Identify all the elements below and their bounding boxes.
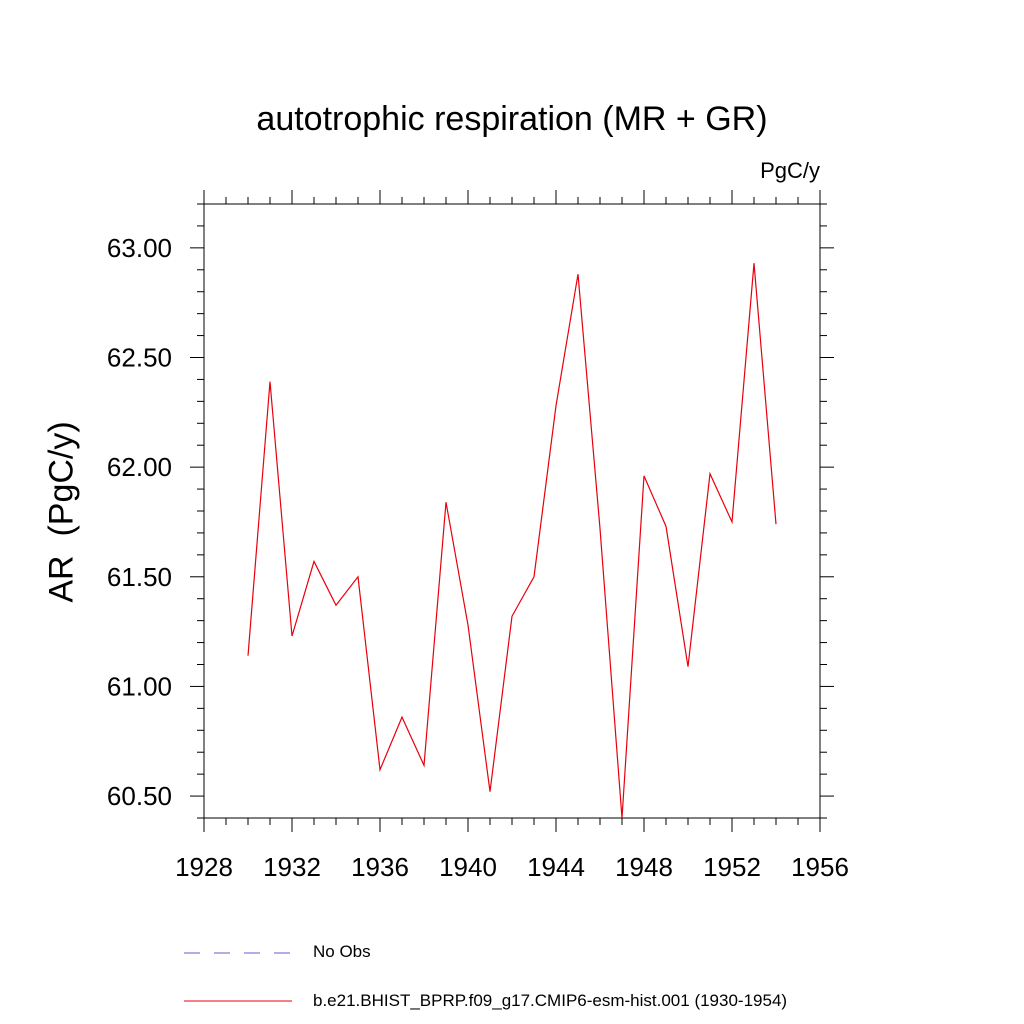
data-point — [422, 763, 427, 768]
legend-label-model: b.e21.BHIST_BPRP.f09_g17.CMIP6-esm-hist.… — [313, 991, 788, 1010]
data-point — [576, 272, 581, 277]
data-point — [532, 574, 537, 579]
data-point — [378, 767, 383, 772]
x-tick-label: 1940 — [439, 852, 497, 882]
series-line-model — [247, 263, 777, 819]
data-point — [312, 559, 317, 564]
data-point — [246, 653, 251, 658]
data-point — [598, 526, 603, 531]
y-tick-label: 62.50 — [107, 343, 172, 373]
data-point — [752, 261, 757, 266]
data-point — [466, 623, 471, 628]
data-point — [488, 789, 493, 794]
x-tick-label: 1932 — [263, 852, 321, 882]
data-point — [642, 473, 647, 478]
data-point — [510, 614, 515, 619]
y-tick-label: 62.00 — [107, 452, 172, 482]
data-point — [400, 715, 405, 720]
data-point — [444, 500, 449, 505]
y-tick-label: 61.50 — [107, 562, 172, 592]
x-tick-label: 1956 — [791, 852, 849, 882]
data-point — [268, 379, 273, 384]
data-point — [620, 816, 625, 821]
data-point — [356, 574, 361, 579]
legend — [184, 952, 292, 1002]
units-label: PgC/y — [760, 158, 820, 183]
x-tick-label: 1948 — [615, 852, 673, 882]
x-tick-label: 1936 — [351, 852, 409, 882]
x-tick-label: 1944 — [527, 852, 585, 882]
tick-labels: 1928 1932 1936 1940 1944 1948 1952 1956 60.50 61.… — [107, 233, 849, 882]
data-point — [664, 524, 669, 529]
legend-label-no-obs: No Obs — [313, 942, 371, 961]
data-point — [686, 664, 691, 669]
data-point — [708, 471, 713, 476]
tick-marks — [190, 190, 834, 832]
y-tick-label: 61.00 — [107, 671, 172, 701]
chart-title: autotrophic respiration (MR + GR) — [256, 100, 768, 138]
x-tick-label: 1928 — [175, 852, 233, 882]
data-point — [334, 603, 339, 608]
x-tick-label: 1952 — [703, 852, 761, 882]
y-tick-label: 60.50 — [107, 781, 172, 811]
data-point — [774, 522, 779, 527]
data-point — [290, 633, 295, 638]
data-point — [554, 403, 559, 408]
series-layer — [246, 261, 779, 821]
y-tick-label: 63.00 — [107, 233, 172, 263]
data-point — [730, 519, 735, 524]
